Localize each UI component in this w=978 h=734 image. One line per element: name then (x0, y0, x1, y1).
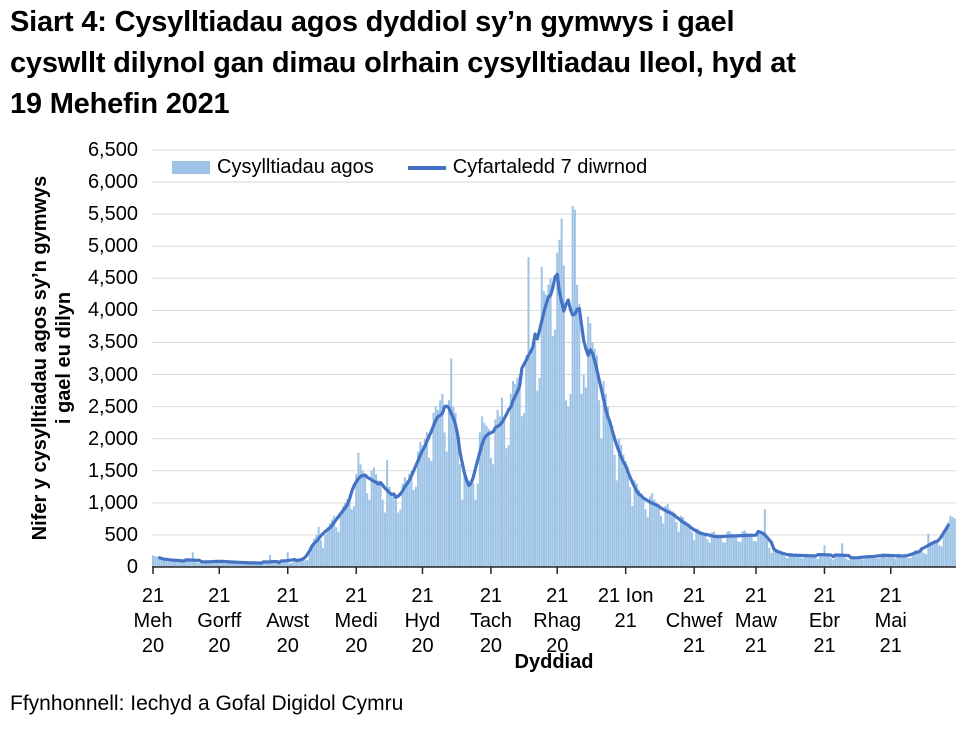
legend-label-bars: Cysylltiadau agos (217, 156, 374, 178)
x-tick-label: 21 Medi 20 (334, 585, 378, 657)
y-tick-label: 3,000 (87, 363, 138, 386)
average-line (158, 272, 950, 565)
y-tick-label: 4,500 (87, 267, 138, 290)
y-tick-label: 4,000 (87, 299, 138, 322)
x-tick-label: 21 Meh 20 (133, 585, 173, 657)
legend: Cysylltiadau agos Cyfartaledd 7 diwrnod (172, 156, 681, 179)
chart-title: Siart 4: Cysylltiadau agos dyddiol sy’n … (10, 2, 968, 125)
x-tick-label: 21 Ebr 21 (808, 585, 841, 657)
x-tick-label: 21 Tach 20 (469, 585, 513, 657)
y-tick-label: 1,000 (87, 491, 138, 514)
y-tick-label: 500 (104, 523, 138, 546)
line-series-swatch (407, 165, 446, 170)
y-tick-label: 5,500 (87, 203, 138, 226)
bar-series-swatch (172, 161, 210, 174)
x-tick-label: 21 Ion 21 (597, 585, 654, 632)
x-tick-label: 21 Gorff 20 (197, 585, 242, 657)
x-tick-label: 21 Chwef 21 (665, 585, 723, 657)
y-tick-label: 1,500 (87, 459, 138, 482)
y-tick-label: 0 (126, 556, 138, 578)
y-tick-label: 6,500 (87, 139, 138, 161)
y-tick-label: 5,000 (87, 235, 138, 258)
chart-title-line-2: cyswllt dilynol gan dimau olrhain cysyll… (10, 47, 796, 79)
source-note: Ffynhonnell: Iechyd a Gofal Digidol Cymr… (10, 692, 404, 715)
y-tick-label: 3,500 (87, 331, 138, 354)
chart-title-line-1: Siart 4: Cysylltiadau agos dyddiol sy’n … (10, 6, 735, 38)
x-tick-label: 21 Hyd 20 (404, 585, 441, 657)
x-tick-label: 21 Maw 21 (734, 585, 778, 657)
x-tick-label: 21 Awst 20 (266, 585, 310, 657)
legend-item-line: Cyfartaledd 7 diwrnod (407, 156, 648, 179)
x-tick-label: 21 Rhag 20 (533, 585, 582, 657)
y-tick-label: 6,000 (87, 171, 138, 194)
legend-item-bars: Cysylltiadau agos (172, 156, 374, 179)
legend-label-line: Cyfartaledd 7 diwrnod (452, 156, 648, 178)
y-tick-label: 2,500 (87, 395, 138, 418)
x-axis-title: Dyddiad (514, 651, 594, 673)
x-tick-label: 21 Mai 21 (874, 585, 907, 657)
bars-series (152, 205, 956, 567)
chart-title-line-3: 19 Mehefin 2021 (10, 88, 230, 120)
y-tick-label: 2,000 (87, 427, 138, 450)
plot-area (152, 149, 956, 574)
